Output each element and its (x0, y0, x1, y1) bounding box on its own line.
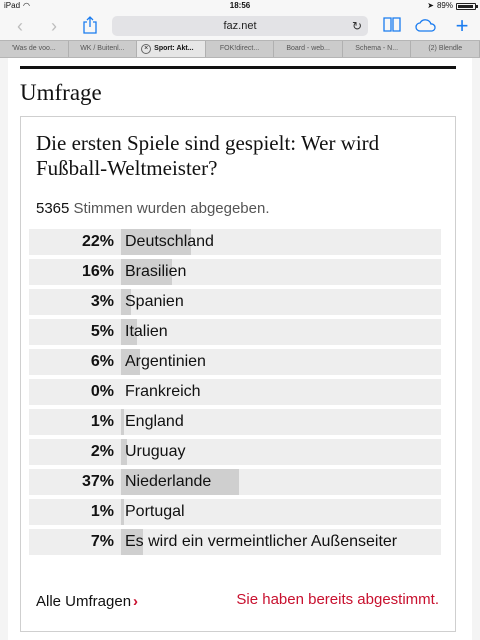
cloud-tabs-icon[interactable] (414, 16, 438, 36)
back-icon[interactable]: ‹ (17, 16, 23, 36)
forward-icon[interactable]: › (51, 16, 57, 36)
result-percent: 37% (81, 473, 114, 490)
browser-toolbar: ‹ › faz.net ↻ + (0, 12, 480, 40)
wifi-icon: ◠ (23, 1, 30, 10)
battery-percent: 89% (436, 1, 453, 10)
location-icon: ➤ (427, 1, 434, 10)
result-label: England (125, 413, 184, 430)
new-tab-icon[interactable]: + (455, 13, 469, 38)
status-time: 18:56 (229, 1, 251, 10)
poll-result-row: 1% England (29, 409, 441, 435)
result-percent: 7% (90, 533, 114, 550)
result-label: Es wird ein vermeintlicher Außenseiter (125, 533, 398, 550)
address-bar[interactable]: faz.net ↻ (112, 16, 368, 36)
result-percent: 16% (81, 263, 114, 280)
tab-item[interactable]: (2) Blendle (411, 41, 480, 57)
reload-icon[interactable]: ↻ (351, 19, 362, 33)
poll-box: Die ersten Spiele sind gespielt: Wer wir… (20, 116, 456, 632)
poll-result-row: 3% Spanien (29, 289, 441, 315)
tab-active-label: Sport: Akt... (154, 45, 194, 52)
vote-count-label: Stimmen wurden abgegeben. (73, 200, 270, 217)
share-icon[interactable] (78, 16, 102, 36)
result-label: Italien (125, 323, 168, 340)
result-bar (121, 319, 137, 345)
status-bar: iPad ◠ 18:56 ➤ 89% (0, 0, 480, 12)
tab-bar: 'Was de voo... WK / Buitenl... × Sport: A… (0, 40, 480, 58)
tab-item[interactable]: WK / Buitenl... (69, 41, 138, 57)
result-bar (121, 409, 125, 435)
result-bar (121, 499, 125, 525)
result-label: Frankreich (125, 383, 201, 400)
cloud-icon-glyph (415, 19, 436, 32)
bookmarks-icon-glyph (383, 17, 401, 32)
tab-item[interactable]: Schema - N... (343, 41, 412, 57)
result-label: Argentinien (125, 353, 206, 370)
poll-result-row: 22% Deutschland (29, 229, 441, 255)
result-bar (121, 349, 141, 375)
result-bar (121, 439, 128, 465)
result-percent: 0% (90, 383, 114, 400)
section-title: Umfrage (20, 80, 102, 105)
result-bar (121, 289, 131, 315)
web-page: Umfrage Die ersten Spiele sind gespielt:… (8, 58, 472, 640)
result-label: Brasilien (125, 263, 187, 280)
result-percent: 1% (90, 413, 114, 430)
tab-item[interactable]: 'Was de voo... (0, 41, 69, 57)
result-bar (121, 229, 192, 255)
poll-result-row: 16% Brasilien (29, 259, 441, 285)
tab-item[interactable]: FOK!direct... (206, 41, 275, 57)
result-label: Deutschland (125, 233, 214, 250)
result-bar (121, 469, 240, 495)
result-bar (121, 529, 144, 555)
result-label: Uruguay (125, 443, 186, 460)
close-tab-icon[interactable]: × (141, 44, 152, 54)
result-label: Spanien (125, 293, 184, 310)
poll-result-row: 6% Argentinien (29, 349, 441, 375)
poll-result-row: 1% Portugal (29, 499, 441, 525)
address-text: faz.net (223, 20, 257, 32)
result-percent: 22% (81, 233, 114, 250)
poll-result-row: 0% Frankreich (29, 379, 441, 405)
poll-results: 22% Deutschland 16% Brasilien 3% Spanien 5% Ita… (29, 229, 441, 559)
bookmarks-icon[interactable] (380, 16, 404, 36)
poll-result-row: 7% Es wird ein vermeintlicher Außenseiter (29, 529, 441, 555)
share-icon-glyph (83, 16, 97, 34)
poll-result-row: 37% Niederlande (29, 469, 441, 495)
all-polls-label: Alle Umfragen (36, 593, 132, 610)
all-polls-link[interactable]: Alle Umfragen › (36, 593, 138, 610)
result-percent: 1% (90, 503, 114, 520)
tab-active[interactable]: × Sport: Akt... (137, 41, 206, 57)
device-name: iPad (4, 1, 21, 10)
vote-count: 5365 Stimmen wurden abgegeben. (36, 200, 270, 217)
result-label: Niederlande (125, 473, 212, 490)
result-bar (121, 259, 173, 285)
result-label: Portugal (125, 503, 185, 520)
already-voted-message: Sie haben bereits abgestimmt. (236, 591, 439, 608)
divider (20, 66, 456, 69)
poll-result-row: 5% Italien (29, 319, 441, 345)
chevron-right-icon: › (133, 593, 139, 610)
result-percent: 3% (90, 293, 114, 310)
poll-result-row: 2% Uruguay (29, 439, 441, 465)
poll-question: Die ersten Spiele sind gespielt: Wer wir… (36, 131, 380, 180)
battery-icon (456, 2, 478, 10)
result-percent: 2% (90, 443, 114, 460)
tab-item[interactable]: Board - web... (274, 41, 343, 57)
vote-count-number: 5365 (36, 200, 70, 217)
result-percent: 5% (90, 323, 114, 340)
result-percent: 6% (90, 353, 114, 370)
